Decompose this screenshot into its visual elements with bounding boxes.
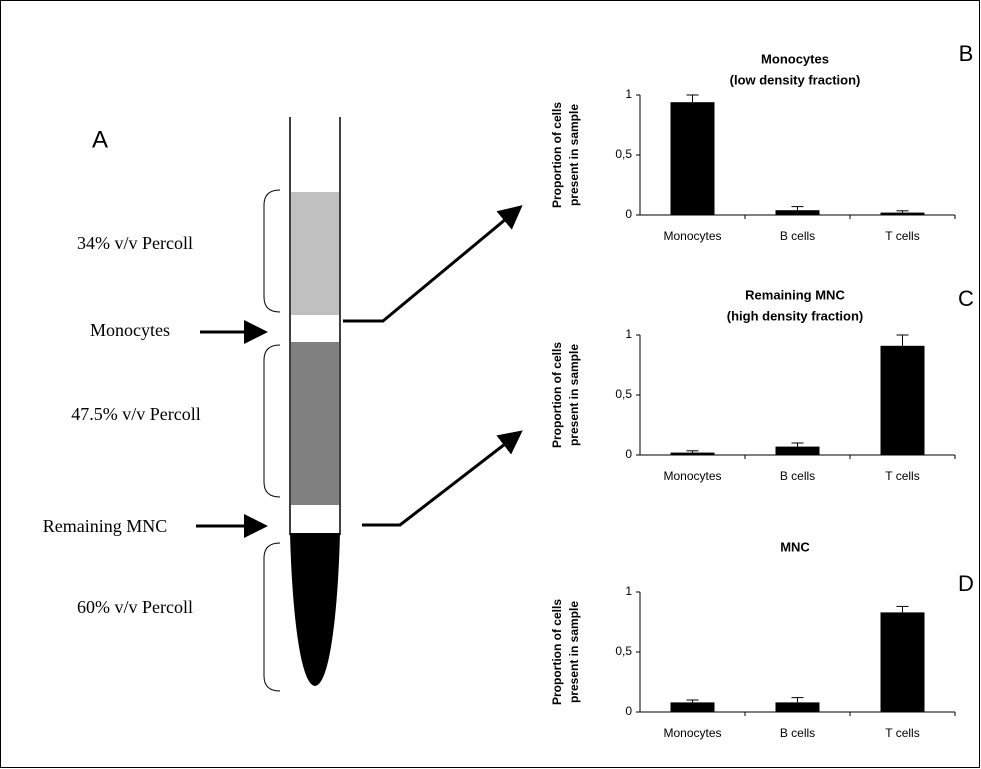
bar xyxy=(671,702,715,712)
x-tick-label: Monocytes xyxy=(663,469,721,483)
layer-light xyxy=(291,192,339,315)
fraction-label: Remaining MNC xyxy=(43,516,168,536)
layer-label: 34% v/v Percoll xyxy=(77,233,193,253)
bar xyxy=(776,702,820,712)
bar xyxy=(671,453,715,455)
x-tick-label: T cells xyxy=(885,229,919,243)
x-tick-label: T cells xyxy=(885,469,919,483)
layer-mid xyxy=(291,342,339,505)
panel-label: D xyxy=(958,571,974,596)
y-tick-label: 0 xyxy=(625,207,632,221)
chart-title: MNC xyxy=(780,539,810,554)
chart-title: Monocytes xyxy=(761,51,829,66)
chart-subtitle: (low density fraction) xyxy=(730,72,861,87)
y-axis-label: present in sample xyxy=(567,104,581,206)
y-tick-label: 0 xyxy=(625,447,632,461)
bar xyxy=(881,612,925,712)
layer-label: 47.5% v/v Percoll xyxy=(71,404,200,424)
chart-title: Remaining MNC xyxy=(745,287,845,302)
y-axis-label: present in sample xyxy=(567,344,581,446)
y-tick-label: 1 xyxy=(625,327,632,341)
chart-subtitle: (high density fraction) xyxy=(727,308,864,323)
panel-label: B xyxy=(959,41,974,66)
y-tick-label: 0,5 xyxy=(615,644,632,658)
panel-label: A xyxy=(92,126,108,153)
fraction-label: Monocytes xyxy=(90,320,170,340)
y-axis-label: Proportion of cells xyxy=(550,102,564,208)
y-axis-label: Proportion of cells xyxy=(550,342,564,448)
layer-label: 60% v/v Percoll xyxy=(77,597,193,617)
y-tick-label: 1 xyxy=(625,584,632,598)
x-tick-label: B cells xyxy=(780,469,815,483)
y-axis-label: present in sample xyxy=(567,601,581,703)
x-tick-label: Monocytes xyxy=(663,726,721,740)
x-tick-label: T cells xyxy=(885,726,919,740)
panel-label: C xyxy=(958,286,974,311)
y-axis-label: Proportion of cells xyxy=(550,599,564,705)
bar xyxy=(776,210,820,215)
bar xyxy=(881,213,925,215)
frame xyxy=(1,1,980,768)
figure: A 34% v/v Percoll 47.5% v/v Percoll 60% … xyxy=(0,0,981,769)
x-tick-label: B cells xyxy=(780,229,815,243)
page: A 34% v/v Percoll 47.5% v/v Percoll 60% … xyxy=(0,0,981,769)
bar xyxy=(881,346,925,455)
y-tick-label: 1 xyxy=(625,87,632,101)
bar xyxy=(671,102,715,215)
tube xyxy=(290,117,340,686)
x-tick-label: Monocytes xyxy=(663,229,721,243)
y-tick-label: 0,5 xyxy=(615,147,632,161)
bar xyxy=(776,447,820,455)
y-tick-label: 0 xyxy=(625,704,632,718)
x-tick-label: B cells xyxy=(780,726,815,740)
y-tick-label: 0,5 xyxy=(615,387,632,401)
